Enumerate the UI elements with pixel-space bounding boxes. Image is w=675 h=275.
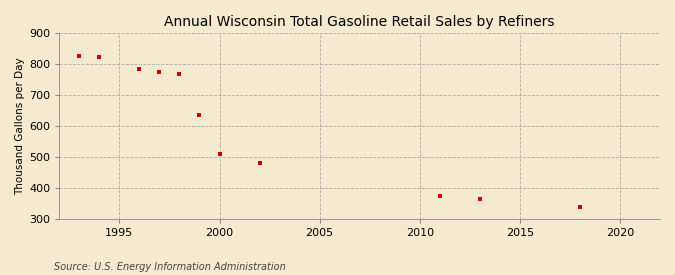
Title: Annual Wisconsin Total Gasoline Retail Sales by Refiners: Annual Wisconsin Total Gasoline Retail S… bbox=[165, 15, 555, 29]
Point bbox=[174, 71, 185, 76]
Text: Source: U.S. Energy Information Administration: Source: U.S. Energy Information Administ… bbox=[54, 262, 286, 272]
Point bbox=[574, 204, 585, 209]
Point bbox=[74, 54, 85, 58]
Point bbox=[434, 194, 445, 198]
Y-axis label: Thousand Gallons per Day: Thousand Gallons per Day bbox=[15, 57, 25, 195]
Point bbox=[475, 197, 485, 201]
Point bbox=[214, 151, 225, 156]
Point bbox=[194, 112, 205, 117]
Point bbox=[154, 70, 165, 74]
Point bbox=[254, 161, 265, 165]
Point bbox=[134, 66, 145, 71]
Point bbox=[94, 55, 105, 59]
